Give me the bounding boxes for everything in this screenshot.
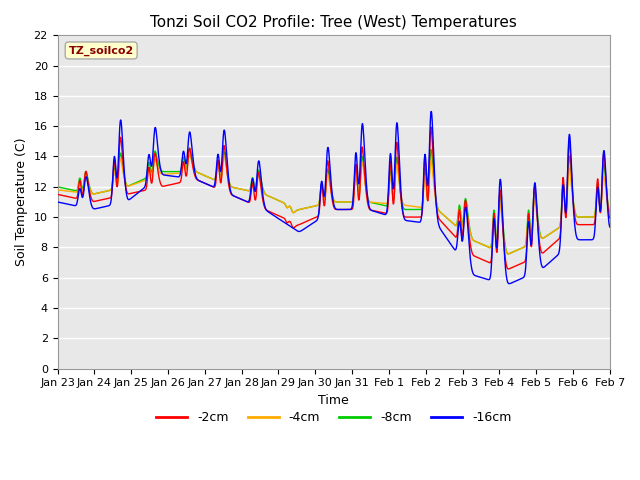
Legend: -2cm, -4cm, -8cm, -16cm: -2cm, -4cm, -8cm, -16cm (151, 406, 516, 429)
Title: Tonzi Soil CO2 Profile: Tree (West) Temperatures: Tonzi Soil CO2 Profile: Tree (West) Temp… (150, 15, 517, 30)
Y-axis label: Soil Temperature (C): Soil Temperature (C) (15, 138, 28, 266)
X-axis label: Time: Time (318, 394, 349, 407)
Text: TZ_soilco2: TZ_soilco2 (68, 45, 134, 56)
